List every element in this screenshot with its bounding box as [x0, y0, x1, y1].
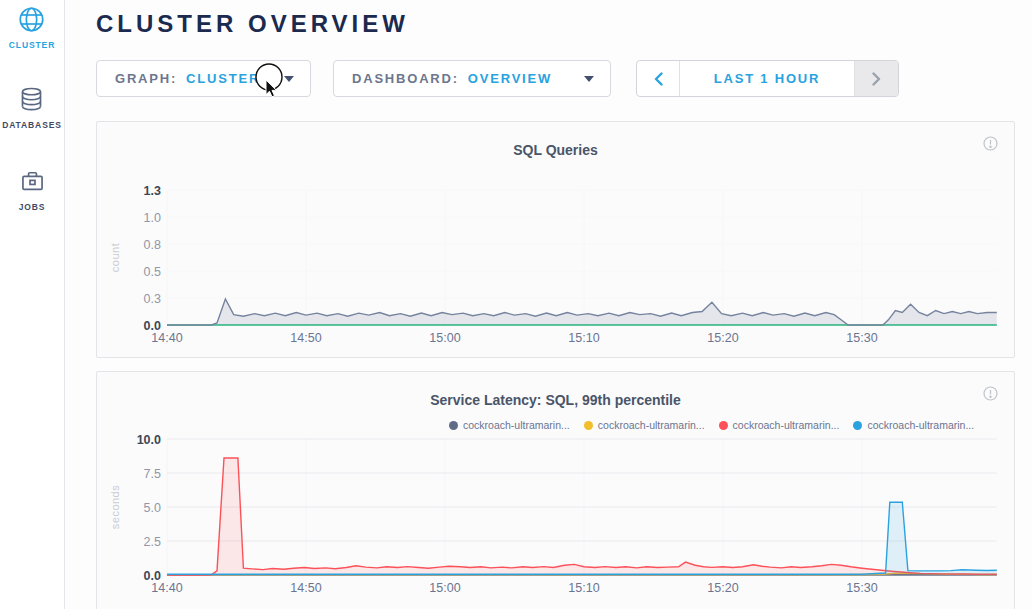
sidebar-item-label: CLUSTER [9, 40, 55, 50]
sidebar-item-cluster[interactable]: CLUSTER [9, 6, 55, 50]
svg-text:10.0: 10.0 [137, 433, 161, 447]
chart-panel-sql-queries: SQL Queries 14:4014:5015:0015:1015:2015:… [96, 121, 1015, 358]
svg-text:14:40: 14:40 [151, 581, 182, 595]
sidebar-item-databases[interactable]: DATABASES [2, 86, 62, 130]
dashboard-dropdown-label: DASHBOARD: [352, 71, 459, 86]
svg-text:15:10: 15:10 [568, 331, 599, 345]
database-icon [18, 86, 45, 113]
svg-text:7.5: 7.5 [144, 467, 161, 481]
svg-text:0.0: 0.0 [144, 319, 161, 333]
sidebar-item-label: DATABASES [2, 120, 62, 130]
svg-text:2.5: 2.5 [144, 535, 161, 549]
globe-icon [18, 6, 45, 33]
graph-dropdown-value: CLUSTER [186, 71, 260, 86]
svg-text:1.0: 1.0 [144, 211, 161, 225]
svg-text:15:00: 15:00 [429, 331, 460, 345]
chevron-down-icon [284, 76, 294, 82]
graph-dropdown-label: GRAPH: [115, 71, 177, 86]
svg-text:15:30: 15:30 [846, 331, 877, 345]
time-range-picker: LAST 1 HOUR [636, 60, 899, 97]
svg-text:14:50: 14:50 [290, 581, 321, 595]
svg-text:15:00: 15:00 [429, 581, 460, 595]
dashboard-dropdown[interactable]: DASHBOARD: OVERVIEW [333, 60, 611, 97]
sidebar-item-label: JOBS [19, 202, 46, 212]
time-range-label[interactable]: LAST 1 HOUR [679, 61, 855, 96]
time-range-prev-button[interactable] [637, 61, 679, 96]
svg-text:1.3: 1.3 [144, 184, 161, 198]
svg-text:5.0: 5.0 [144, 501, 161, 515]
chart-panel-service-latency: Service Latency: SQL, 99th percentile co… [96, 371, 1015, 609]
svg-text:count: count [109, 243, 121, 272]
sidebar: CLUSTER DATABASES JOBS [0, 0, 65, 609]
svg-text:0.5: 0.5 [144, 265, 161, 279]
chevron-right-icon [872, 72, 881, 86]
svg-text:0.0: 0.0 [144, 569, 161, 583]
svg-text:15:20: 15:20 [707, 331, 738, 345]
sidebar-item-jobs[interactable]: JOBS [19, 168, 46, 212]
dashboard-dropdown-value: OVERVIEW [468, 71, 552, 86]
sql-queries-chart[interactable]: 14:40 14:50 15:00 15:10 15:20 15:30 0.0 0.3 0.5 0… [97, 122, 1014, 357]
svg-text:15:30: 15:30 [846, 581, 877, 595]
page-title: CLUSTER OVERVIEW [96, 10, 409, 38]
time-range-next-button[interactable] [855, 61, 898, 96]
briefcase-icon [19, 168, 46, 195]
service-latency-chart[interactable]: 14:40 14:50 15:00 15:10 15:20 15:30 0.0 2.5 5.0 7… [97, 372, 1014, 609]
graph-dropdown[interactable]: GRAPH: CLUSTER [96, 60, 311, 97]
svg-text:15:20: 15:20 [707, 581, 738, 595]
controls-bar: GRAPH: CLUSTER DASHBOARD: OVERVIEW LAST … [96, 60, 899, 97]
svg-text:15:10: 15:10 [568, 581, 599, 595]
svg-text:14:40: 14:40 [151, 331, 182, 345]
svg-text:0.3: 0.3 [144, 292, 161, 306]
svg-text:0.8: 0.8 [144, 238, 161, 252]
svg-text:seconds: seconds [109, 485, 121, 529]
svg-text:14:50: 14:50 [290, 331, 321, 345]
chevron-left-icon [654, 72, 663, 86]
chevron-down-icon [584, 76, 594, 82]
